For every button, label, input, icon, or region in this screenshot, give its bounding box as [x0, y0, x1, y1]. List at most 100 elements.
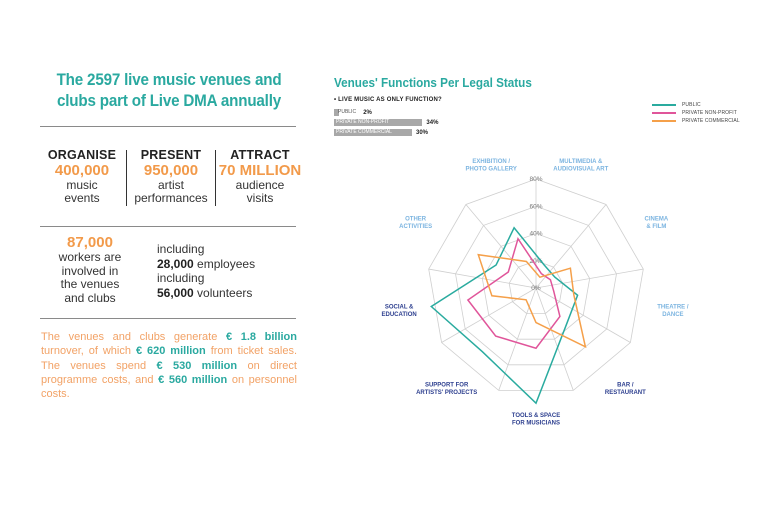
series-line-public: [430, 226, 579, 405]
finance-text: The venues and clubs generate: [41, 331, 226, 343]
grid-ring: [508, 260, 564, 315]
axis-label: EXHIBITION / PHOTO GALLERY: [466, 159, 517, 173]
tick-label: 60%: [529, 203, 542, 210]
axis-label-line: AUDIOVISUAL ART: [553, 166, 608, 172]
axis-label-line: EXHIBITION /: [472, 159, 510, 165]
stat-desc: performances: [134, 191, 208, 205]
bar-category-label: PRIVATE NON-PROFIT: [336, 119, 390, 125]
including-label: including: [157, 271, 205, 285]
axis-label: TOOLS & SPACE FOR MUSICIANS: [512, 413, 560, 427]
volunteers-line: 56,000 volunteers: [157, 286, 255, 301]
axis-label: SOCIAL & EDUCATION: [381, 305, 416, 319]
legend-swatch: [652, 112, 676, 114]
headline-line-2: clubs part of Live DMA annually: [56, 92, 281, 110]
stat-value: 400,000: [54, 162, 110, 179]
workers-stat: 87,000 workers are involved in the venue…: [40, 234, 140, 305]
employees-value: 28,000: [157, 256, 194, 271]
stat-value: 950,000: [143, 162, 199, 179]
grid-spoke: [441, 287, 537, 343]
legend: PUBLIC PRIVATE NON-PROFIT PRIVATE COMMER…: [652, 101, 740, 125]
series-line-private-non-profit: [466, 236, 561, 350]
axis-label-line: RESTAURANT: [605, 390, 646, 396]
finance-paragraph: The venues and clubs generate € 1.8 bill…: [41, 330, 297, 401]
axis-label-line: & FILM: [646, 224, 666, 230]
axis-label-line: ACTIVITIES: [399, 224, 432, 230]
axis-label: MULTIMEDIA & AUDIOVISUAL ART: [553, 159, 608, 173]
stat-desc: events: [64, 191, 100, 205]
stat-desc: artist: [157, 178, 184, 192]
finance-text: on personnel costs.: [41, 373, 297, 401]
divider: [215, 150, 216, 206]
turnover-value: € 1.8 billion: [225, 331, 297, 343]
chart-title: Venues' Functions Per Legal Status: [334, 75, 532, 90]
grid-ring: [455, 205, 617, 366]
volunteers-value: 56,000: [157, 285, 194, 300]
stat-desc: audience: [235, 178, 285, 192]
stat-desc: music: [66, 178, 98, 192]
bar: PUBLIC: [334, 109, 356, 116]
stat-label: ORGANISE: [47, 148, 117, 162]
headline: The 2597 live music venues and clubs par…: [40, 70, 298, 112]
bar-value-label: 30%: [416, 129, 429, 136]
workers-desc: workers are: [58, 250, 122, 264]
grid-spoke: [465, 204, 537, 289]
bar-row: PRIVATE COMMERCIAL 30%: [334, 129, 428, 136]
stat-organise: ORGANISE 400,000 music events: [40, 148, 124, 208]
axis-label-line: SOCIAL &: [385, 305, 414, 311]
grid-spoke: [428, 268, 537, 289]
including-label: including: [157, 242, 205, 256]
legend-item-commercial: PRIVATE COMMERCIAL: [652, 117, 740, 125]
axis-label-line: DANCE: [662, 312, 683, 318]
employees-label: employees: [193, 256, 256, 271]
volunteers-label: volunteers: [193, 285, 253, 300]
stat-label: ATTRACT: [230, 148, 290, 162]
legend-item-public: PUBLIC: [652, 101, 740, 109]
bar: PRIVATE COMMERCIAL: [334, 129, 412, 136]
tick-label: 40%: [529, 231, 542, 238]
series-line-private-commercial: [477, 253, 587, 349]
bar-value-label: 34%: [426, 119, 439, 126]
stat-attract: ATTRACT 70 MILLION audience visits: [218, 148, 302, 208]
divider: [40, 126, 296, 127]
bar-value-label: 2%: [363, 109, 372, 116]
axis-label-line: MULTIMEDIA &: [559, 159, 603, 165]
axis-label: BAR / RESTAURANT: [605, 382, 646, 396]
axis-label-line: SUPPORT FOR: [425, 382, 469, 388]
headline-line-1: The 2597 live music venues and: [56, 71, 282, 89]
stat-desc: visits: [246, 191, 274, 205]
axis-label: CINEMA & FILM: [645, 217, 669, 231]
divider: [40, 318, 296, 319]
employees-line: 28,000 employees: [157, 257, 255, 272]
legend-label: PUBLIC: [682, 102, 701, 108]
workers-desc: involved in: [61, 263, 119, 278]
grid-ring: [481, 233, 591, 340]
axis-label-line: CINEMA: [645, 217, 669, 223]
axis-label-line: PHOTO GALLERY: [466, 166, 517, 172]
axis-label-line: BAR /: [617, 382, 634, 388]
axis-label-line: ARTISTS' PROJECTS: [416, 390, 477, 396]
stat-present: PRESENT 950,000 artist performances: [129, 148, 213, 208]
bar-row: PUBLIC 2%: [334, 109, 372, 116]
tick-label: 0%: [531, 285, 541, 292]
finance-text: from ticket sales. The venues spend: [41, 345, 297, 372]
stat-value: 70 MILLION: [218, 162, 302, 179]
legend-swatch: [652, 104, 676, 106]
bar-category-label: PUBLIC: [338, 109, 357, 115]
legend-label: PRIVATE COMMERCIAL: [682, 118, 740, 124]
grid-spoke: [535, 287, 631, 343]
axis-label-line: EDUCATION: [381, 312, 416, 318]
grid-spoke: [535, 204, 607, 289]
workers-desc: and clubs: [64, 290, 116, 305]
ticket-sales-value: € 620 million: [135, 345, 206, 358]
bar-chart-title: • LIVE MUSIC AS ONLY FUNCTION?: [334, 97, 442, 103]
divider: [40, 226, 296, 227]
bar-category-label: PRIVATE COMMERCIAL: [336, 129, 392, 135]
axis-label-line: THEATRE /: [657, 305, 689, 311]
personnel-costs-value: € 560 million: [158, 373, 228, 386]
grid-ring: [428, 178, 644, 391]
bar: PRIVATE NON-PROFIT: [334, 119, 423, 126]
finance-text: turnover, of which: [41, 345, 136, 358]
workers-desc: the venues: [60, 277, 120, 291]
legend-swatch: [652, 120, 676, 122]
axis-label: SUPPORT FOR ARTISTS' PROJECTS: [416, 382, 477, 396]
